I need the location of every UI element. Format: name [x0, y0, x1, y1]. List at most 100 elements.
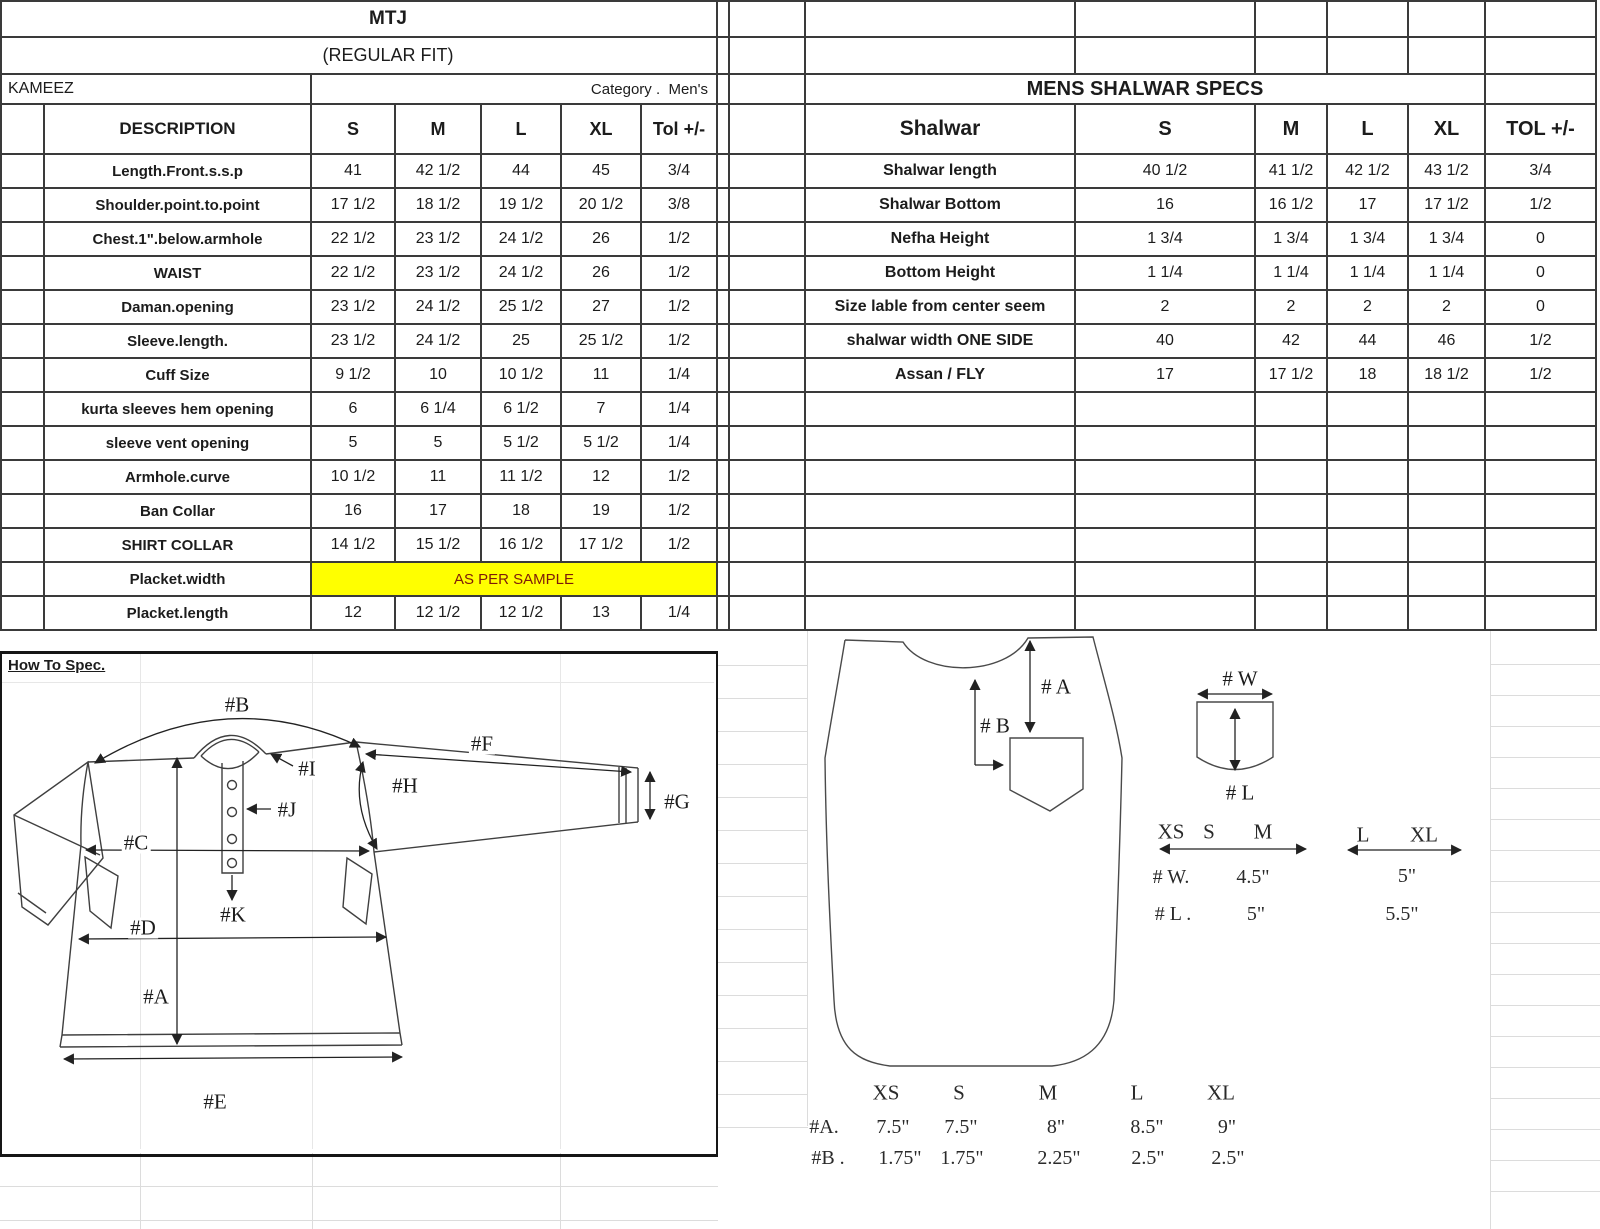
empty-cell — [730, 597, 806, 631]
shalwar-spec-value: 2 — [1076, 291, 1256, 325]
empty-cell — [1328, 2, 1409, 38]
kameez-spec-value: 22 1/2 — [312, 257, 396, 291]
gridline — [1490, 664, 1600, 665]
row-index-cell — [2, 461, 45, 495]
kameez-spec-value: 23 1/2 — [396, 223, 482, 257]
empty-cell — [1409, 563, 1486, 597]
gridline — [718, 1028, 808, 1029]
kameez-spec-value: 6 — [312, 393, 396, 427]
empty-cell — [730, 359, 806, 393]
empty-cell — [718, 2, 730, 38]
kameez-spec-value: 5 — [312, 427, 396, 461]
empty-cell — [718, 105, 730, 155]
gridline — [1490, 726, 1600, 727]
shalwar-spec-label: Size lable from center seem — [806, 291, 1076, 325]
kameez-spec-value: 19 1/2 — [482, 189, 562, 223]
shalwar-spec-value: 40 — [1076, 325, 1256, 359]
gridline — [1490, 1005, 1600, 1006]
empty-cell — [718, 257, 730, 291]
shalwar-spec-value: 2 — [1328, 291, 1409, 325]
dim-label-i: #I — [296, 756, 318, 781]
kameez-spec-value: 12 — [312, 597, 396, 631]
dim-label-e: #E — [201, 1089, 229, 1114]
kameez-spec-value: 13 — [562, 597, 642, 631]
empty-cell — [1328, 38, 1409, 75]
shalwar-spec-label: shalwar width ONE SIDE — [806, 325, 1076, 359]
shalwar-spec-value: 46 — [1409, 325, 1486, 359]
as-per-sample-cell: AS PER SAMPLE — [312, 563, 718, 597]
shalwar-spec-value: 1 3/4 — [1409, 223, 1486, 257]
shalwar-spec-value: 0 — [1486, 291, 1597, 325]
placement-size-xl: XL — [1207, 1080, 1235, 1105]
empty-cell — [1409, 427, 1486, 461]
gridline — [1490, 850, 1600, 851]
empty-cell — [1076, 461, 1256, 495]
gridline — [560, 1153, 561, 1229]
empty-cell — [730, 105, 806, 155]
placement-b-value: 1.75" — [940, 1147, 984, 1169]
kameez-spec-label: sleeve vent opening — [45, 427, 312, 461]
row-index-cell — [2, 325, 45, 359]
kameez-spec-value: 26 — [562, 223, 642, 257]
kameez-spec-value: 10 1/2 — [482, 359, 562, 393]
kameez-spec-value: 1/2 — [642, 461, 718, 495]
kameez-column-header: Tol +/- — [642, 105, 718, 155]
kameez-spec-value: 5 1/2 — [482, 427, 562, 461]
shalwar-spec-value: 1 3/4 — [1256, 223, 1328, 257]
empty-cell — [1076, 393, 1256, 427]
empty-cell — [718, 223, 730, 257]
kameez-spec-value: 17 1/2 — [562, 529, 642, 563]
empty-cell — [730, 38, 806, 75]
dim-label-c: #C — [121, 830, 151, 855]
empty-cell — [718, 325, 730, 359]
shalwar-spec-value: 17 — [1328, 189, 1409, 223]
row-index-cell — [2, 189, 45, 223]
gridline — [560, 654, 561, 1149]
empty-cell — [730, 257, 806, 291]
gridline — [718, 863, 808, 864]
row-index-cell — [2, 257, 45, 291]
kameez-spec-value: 1/4 — [642, 393, 718, 427]
empty-cell — [718, 427, 730, 461]
kameez-spec-value: 24 1/2 — [396, 291, 482, 325]
empty-cell — [806, 529, 1076, 563]
empty-cell — [806, 427, 1076, 461]
empty-cell — [1256, 563, 1328, 597]
row-index-cell — [2, 291, 45, 325]
pocket-dim-b: # B — [978, 713, 1012, 738]
empty-cell — [730, 155, 806, 189]
empty-cell — [1076, 427, 1256, 461]
placement-a-value: 8" — [1046, 1116, 1066, 1138]
kameez-spec-label: kurta sleeves hem opening — [45, 393, 312, 427]
placement-b-value: 2.25" — [1037, 1147, 1081, 1169]
sleeveless-body-outline — [824, 636, 1274, 1067]
empty-cell — [1409, 597, 1486, 631]
kameez-spec-label: Sleeve.length. — [45, 325, 312, 359]
kameez-spec-value: 16 — [312, 495, 396, 529]
empty-cell — [1409, 2, 1486, 38]
kameez-spec-label: Cuff Size — [45, 359, 312, 393]
empty-cell — [1076, 495, 1256, 529]
kameez-spec-value: 11 — [396, 461, 482, 495]
kameez-spec-value: 6 1/4 — [396, 393, 482, 427]
gridline — [718, 995, 808, 996]
kameez-spec-value: 25 — [482, 325, 562, 359]
kameez-spec-value: 15 1/2 — [396, 529, 482, 563]
shalwar-spec-value: 1 3/4 — [1076, 223, 1256, 257]
placement-a-value: 7.5" — [944, 1116, 978, 1138]
kameez-spec-value: 11 — [562, 359, 642, 393]
kameez-spec-value: 1/2 — [642, 325, 718, 359]
gridline — [718, 797, 808, 798]
dim-label-b: #B — [222, 692, 252, 717]
empty-cell — [718, 189, 730, 223]
empty-cell — [1328, 393, 1409, 427]
kameez-spec-value: 42 1/2 — [396, 155, 482, 189]
placement-size-xs: XS — [872, 1080, 900, 1105]
empty-cell — [1328, 563, 1409, 597]
placement-b-value: 2.5" — [1131, 1147, 1165, 1169]
kameez-spec-value: 24 1/2 — [482, 257, 562, 291]
row-index-cell — [2, 105, 45, 155]
gridline — [140, 1153, 141, 1229]
gridline — [0, 1220, 718, 1221]
